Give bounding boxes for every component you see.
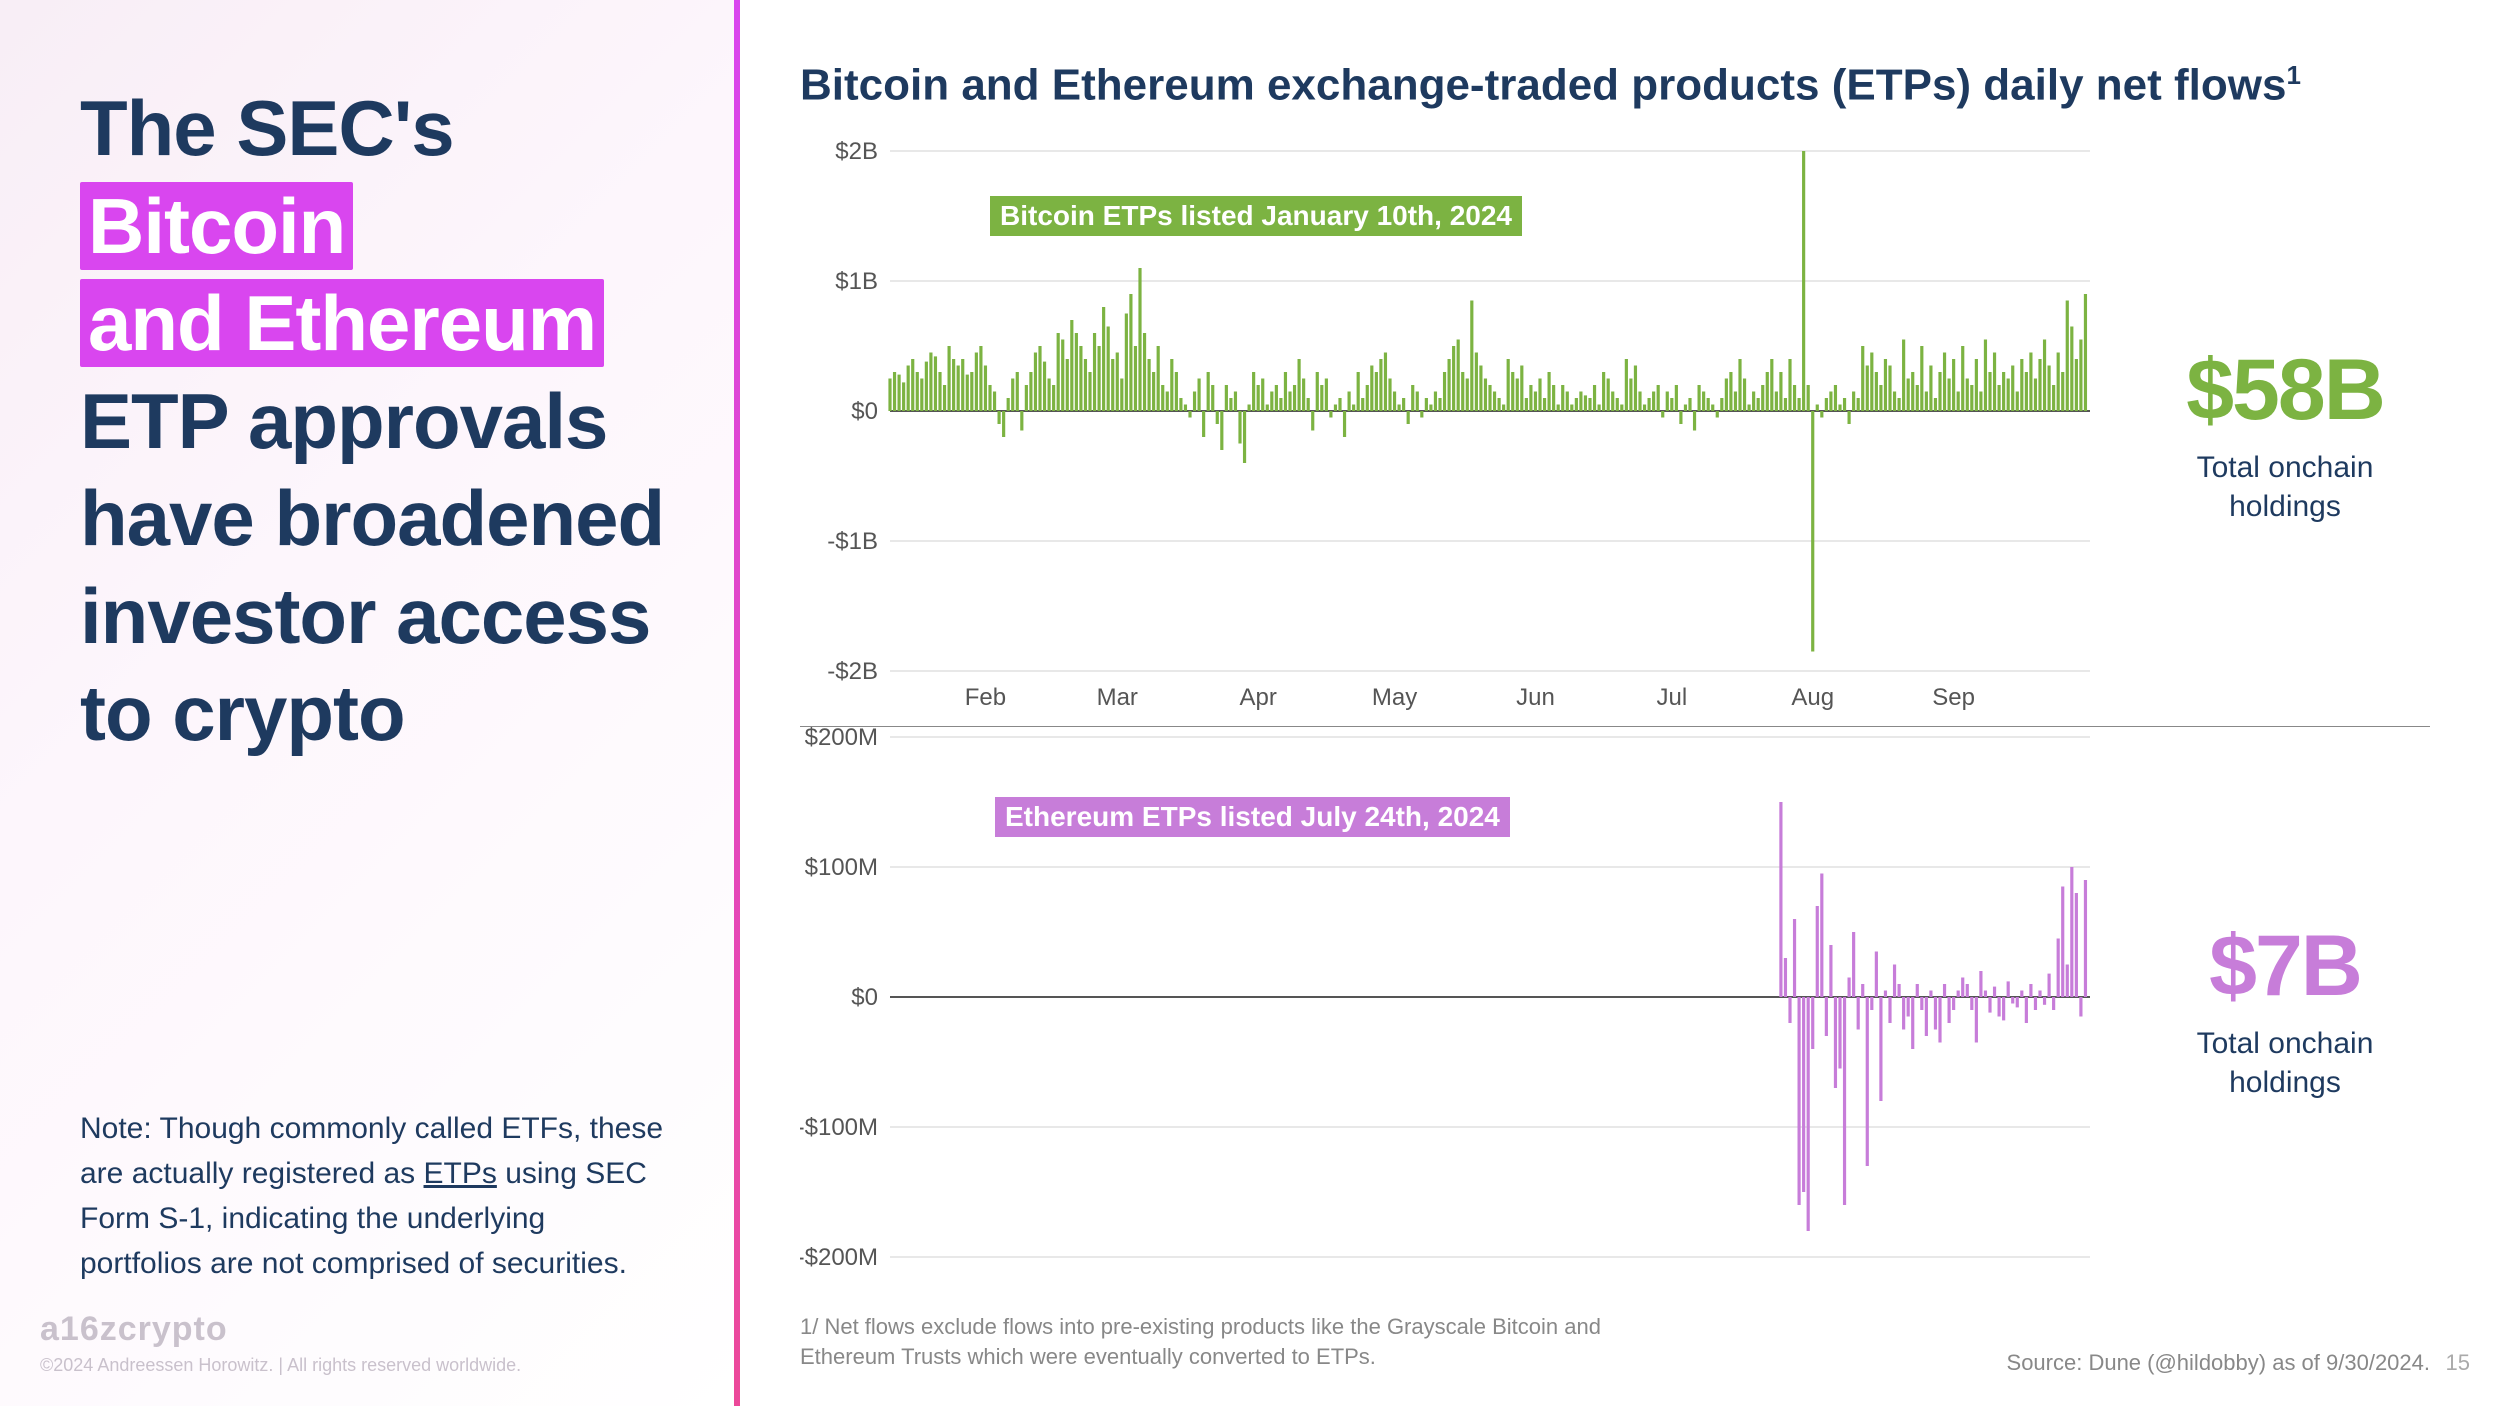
note-underline: ETPs — [424, 1157, 497, 1190]
headline-highlight-1: Bitcoin — [80, 182, 353, 270]
headline-post: ETP approvals have broadened investor ac… — [80, 377, 664, 758]
btc-stat-label: Total onchain holdings — [2140, 448, 2430, 526]
svg-text:Aug: Aug — [1791, 684, 1834, 711]
headline: The SEC's Bitcoin and Ethereum ETP appro… — [80, 80, 674, 763]
page-number: 15 — [2446, 1350, 2470, 1376]
svg-text:-$200M: -$200M — [800, 1244, 878, 1271]
svg-text:-$2B: -$2B — [827, 658, 878, 685]
svg-text:Sep: Sep — [1932, 684, 1975, 711]
headline-pre: The SEC's — [80, 84, 454, 172]
eth-stat-value: $7B — [2140, 917, 2430, 1016]
eth-annot-bold: Ethereum ETPs — [1005, 801, 1212, 832]
svg-text:Mar: Mar — [1097, 684, 1138, 711]
svg-text:Jun: Jun — [1516, 684, 1555, 711]
chart-title-sup: 1 — [2286, 60, 2300, 90]
right-panel: Bitcoin and Ethereum exchange-traded pro… — [740, 0, 2500, 1406]
logo: a16zcrypto — [40, 1310, 521, 1349]
footer-left: a16zcrypto ©2024 Andreessen Horowitz. | … — [40, 1310, 521, 1376]
btc-annot-bold: Bitcoin ETPs — [1000, 200, 1173, 231]
svg-text:$2B: $2B — [835, 141, 878, 165]
svg-text:Jul: Jul — [1656, 684, 1687, 711]
eth-stat: $7B Total onchain holdings — [2110, 917, 2430, 1102]
btc-row: $2B $1B $0 -$1B -$2B Feb Mar Apr May Jun Jul Aug Sep… — [800, 141, 2430, 727]
note-text: Note: Though commonly called ETFs, these… — [80, 1106, 674, 1286]
headline-highlight-2: and Ethereum — [80, 279, 604, 367]
eth-annotation: Ethereum ETPs listed July 24th, 2024 — [995, 797, 1510, 837]
btc-chart-cell: $2B $1B $0 -$1B -$2B Feb Mar Apr May Jun Jul Aug Sep… — [800, 141, 2110, 726]
btc-stat-value: $58B — [2140, 341, 2430, 440]
copyright: ©2024 Andreessen Horowitz. | All rights … — [40, 1355, 521, 1376]
eth-annot-rest: listed July 24th, 2024 — [1212, 801, 1500, 832]
left-panel: The SEC's Bitcoin and Ethereum ETP appro… — [0, 0, 740, 1406]
svg-text:$1B: $1B — [835, 268, 878, 295]
svg-text:-$100M: -$100M — [800, 1114, 878, 1141]
slide: The SEC's Bitcoin and Ethereum ETP appro… — [0, 0, 2500, 1406]
eth-stat-label: Total onchain holdings — [2140, 1024, 2430, 1102]
svg-text:$200M: $200M — [805, 727, 878, 751]
source-text: Source: Dune (@hildobby) as of 9/30/2024… — [2007, 1350, 2430, 1376]
footnote: 1/ Net flows exclude flows into pre-exis… — [800, 1312, 1650, 1374]
svg-text:$100M: $100M — [805, 854, 878, 881]
svg-text:-$1B: -$1B — [827, 528, 878, 555]
btc-stat: $58B Total onchain holdings — [2110, 341, 2430, 526]
btc-annot-rest: listed January 10th, 2024 — [1173, 200, 1512, 231]
svg-text:$0: $0 — [851, 984, 878, 1011]
svg-text:Apr: Apr — [1240, 684, 1277, 711]
chart-title-text: Bitcoin and Ethereum exchange-traded pro… — [800, 61, 2286, 110]
charts-container: $2B $1B $0 -$1B -$2B Feb Mar Apr May Jun Jul Aug Sep… — [800, 141, 2430, 1292]
btc-annotation: Bitcoin ETPs listed January 10th, 2024 — [990, 196, 1522, 236]
svg-text:$0: $0 — [851, 398, 878, 425]
eth-row: $200M $100M $0 -$100M -$200M Ethereum ETPs l… — [800, 727, 2430, 1292]
chart-title: Bitcoin and Ethereum exchange-traded pro… — [800, 60, 2430, 111]
eth-chart-cell: $200M $100M $0 -$100M -$200M Ethereum ETPs l… — [800, 727, 2110, 1292]
svg-text:May: May — [1372, 684, 1417, 711]
svg-text:Feb: Feb — [965, 684, 1006, 711]
